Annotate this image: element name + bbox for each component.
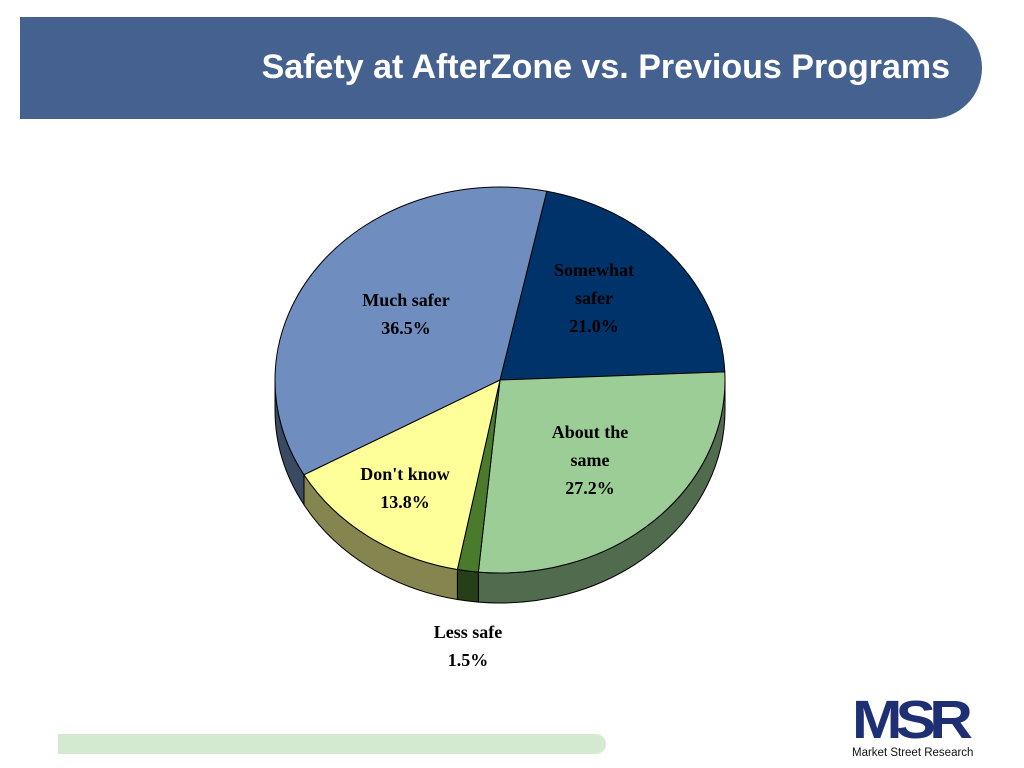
- logo-text: Market Street Research: [852, 747, 974, 759]
- pie-label-somewhat-safer: Somewhat safer 21.0%: [554, 260, 634, 336]
- pie-label-about-the-same: About the same 27.2%: [552, 422, 629, 498]
- pie-label-less-safe: Less safe 1.5%: [434, 622, 503, 670]
- pie-tops: [274, 186, 726, 574]
- title-banner: Safety at AfterZone vs. Previous Program…: [20, 17, 982, 119]
- msr-logo: MSR Market Street Research: [852, 693, 978, 760]
- page-title: Safety at AfterZone vs. Previous Program…: [261, 48, 950, 86]
- logo-mark: MSR: [852, 690, 973, 750]
- pie-slice-somewhat-safer: [499, 190, 726, 381]
- pie-label-much-safer: Much safer 36.5%: [362, 290, 449, 338]
- pie-labels: Somewhat safer 21.0% About the same 27.2% Less…: [360, 260, 634, 670]
- pie-slice-about-the-same: [477, 371, 726, 574]
- pie-sides: [274, 379, 726, 604]
- pie-label-don-t-know: Don't know 13.8%: [360, 464, 450, 512]
- pie-side-less-safe: [456, 568, 479, 603]
- pie-slice-much-safer: [274, 186, 548, 476]
- pie-slice-don-t-know: [303, 379, 501, 571]
- footer-bar: [58, 734, 606, 754]
